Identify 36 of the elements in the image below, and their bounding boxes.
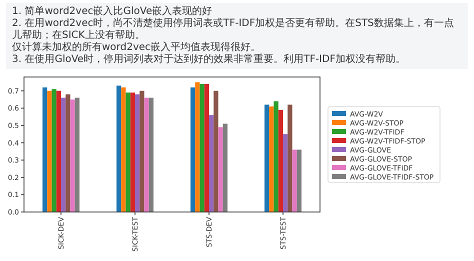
- bar: [283, 134, 288, 212]
- bar: [47, 90, 52, 212]
- bar: [144, 98, 149, 212]
- bar: [274, 101, 278, 212]
- bar: [269, 106, 274, 212]
- bar: [116, 86, 122, 212]
- bar: [74, 98, 80, 212]
- bar: [264, 104, 270, 212]
- bar: [218, 127, 223, 212]
- bar: [61, 98, 66, 212]
- bar: [135, 94, 140, 212]
- bar: [130, 92, 135, 212]
- bar: [278, 110, 283, 212]
- bar: [140, 90, 144, 212]
- annotation: 仅计算未加权的所有word2vec嵌入平均值表现得很好。: [12, 42, 262, 54]
- bar: [42, 87, 48, 212]
- bar: [204, 84, 209, 212]
- annotation: 2. 在用word2vec时，尚不清楚使用停用词表或TF-IDF加权是否更有帮助。在STS数据集上，有一点儿帮助；在SICK上没有帮助。: [12, 18, 455, 42]
- bar: [52, 89, 56, 212]
- bar: [126, 92, 130, 212]
- bar: [288, 104, 292, 212]
- bar: [56, 90, 61, 212]
- bar: [209, 115, 214, 212]
- bar: [190, 87, 196, 212]
- bar: [195, 82, 200, 212]
- bar: [148, 98, 154, 212]
- bar: [214, 90, 218, 212]
- annotation: 3. 在使用GloVe时，停用词列表对于达到好的效果非常重要。利用TF-IDF加权没有帮助。: [12, 54, 406, 66]
- bar: [296, 150, 302, 212]
- bar: [200, 84, 204, 212]
- bar: [222, 124, 228, 212]
- bar: [292, 150, 297, 212]
- bar: [121, 87, 126, 212]
- annotation: 1. 简单word2vec嵌入比GloVe嵌入表现的好: [12, 6, 214, 18]
- bar: [66, 94, 70, 212]
- bar: [70, 100, 75, 212]
